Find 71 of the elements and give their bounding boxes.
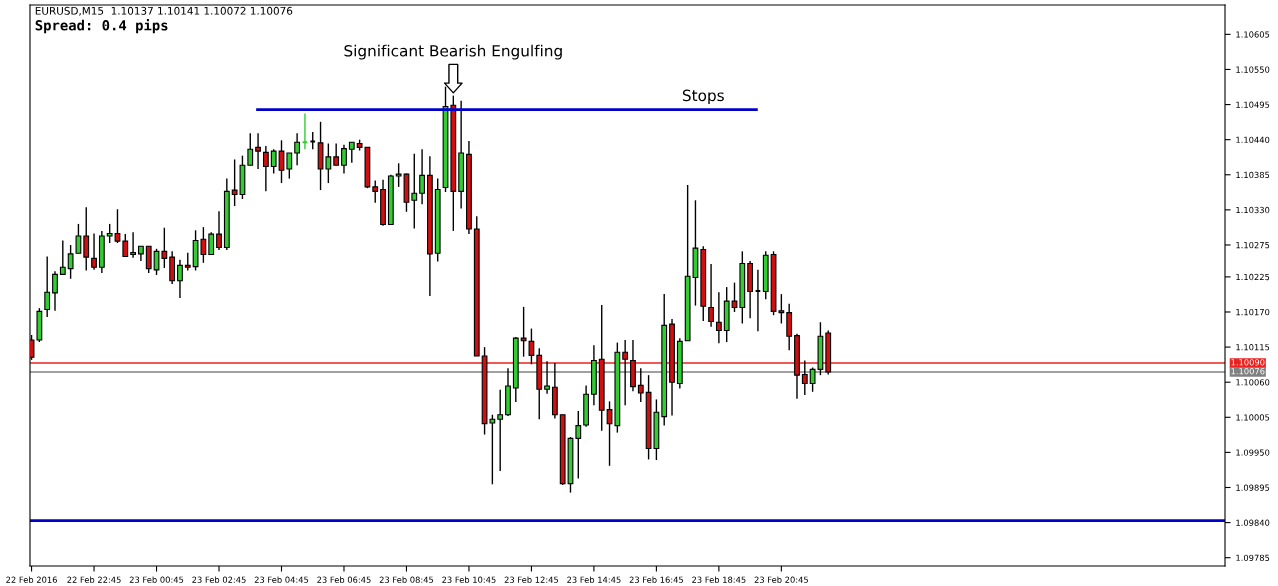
- x-tick-label: 23 Feb 14:45: [567, 576, 621, 583]
- y-tick-label: 1.10005: [1236, 414, 1270, 421]
- x-tick-label: 23 Feb 20:45: [754, 576, 808, 583]
- x-tick-label: 23 Feb 18:45: [692, 576, 746, 583]
- candlestick: [341, 144, 347, 175]
- candlestick: [731, 281, 738, 313]
- ref-line-label: 1.10076: [1231, 368, 1265, 375]
- candlestick: [520, 306, 527, 358]
- x-tick-label: 22 Feb 2016: [6, 576, 57, 583]
- candlestick: [247, 132, 254, 166]
- y-tick-label: 1.09950: [1236, 449, 1270, 456]
- candlestick: [419, 148, 425, 205]
- candlestick: [801, 359, 808, 396]
- candlestick: [177, 258, 183, 299]
- candlestick: [294, 132, 301, 166]
- candlestick: [145, 245, 152, 274]
- candlestick: [637, 367, 644, 403]
- candlestick: [52, 270, 58, 312]
- candlestick: [575, 410, 582, 480]
- candlestick: [255, 132, 261, 170]
- candlestick: [44, 255, 51, 318]
- candlestick: [270, 148, 277, 175]
- y-tick-label: 1.09785: [1236, 554, 1270, 561]
- candlestick: [130, 231, 136, 259]
- x-tick-label: 23 Feb 04:45: [254, 576, 309, 583]
- x-tick-label: 23 Feb 08:45: [379, 576, 434, 583]
- x-tick-label: 23 Feb 10:45: [442, 576, 496, 583]
- y-tick-label: 1.09895: [1236, 484, 1270, 491]
- candlestick: [333, 142, 340, 166]
- candlestick: [348, 141, 355, 164]
- y-tick-label: 1.10170: [1236, 308, 1270, 316]
- candlestick: [216, 210, 222, 251]
- y-tick-label: 1.10440: [1236, 136, 1270, 143]
- y-tick-label: 1.10060: [1236, 379, 1270, 386]
- x-tick-label: 23 Feb 12:45: [504, 576, 559, 583]
- candlestick: [83, 206, 90, 272]
- candlestick: [708, 263, 714, 328]
- candlestick: [715, 291, 722, 344]
- text: Spread: 0.4 pips: [35, 19, 168, 34]
- candlestick: [208, 231, 215, 256]
- y-tick-label: 1.10275: [1236, 241, 1270, 249]
- candlestick: [169, 250, 176, 285]
- y-tick-label: 1.10115: [1236, 344, 1270, 351]
- candlestick: [59, 239, 66, 276]
- candlestick: [497, 389, 504, 472]
- candlestick: [544, 360, 550, 395]
- x-tick-label: 22 Feb 22:45: [67, 576, 121, 583]
- annotation: Significant Bearish Engulfing: [344, 44, 562, 60]
- annotation: Stops: [682, 89, 724, 105]
- x-tick-label: 23 Feb 06:45: [317, 576, 371, 583]
- chart-title: EURUSD,M15 1.10137 1.10141 1.10072 1.10076: [35, 6, 293, 16]
- y-tick-label: 1.10385: [1236, 171, 1270, 179]
- y-tick-label: 1.09840: [1236, 519, 1270, 526]
- ref-line-label: 1.10090: [1231, 359, 1265, 366]
- x-tick-label: 23 Feb 16:45: [629, 576, 684, 583]
- y-tick-label: 1.10550: [1236, 66, 1270, 73]
- candlestick: [411, 153, 418, 230]
- x-tick-label: 23 Feb 00:45: [129, 576, 184, 583]
- x-tick-label: 23 Feb 02:45: [192, 576, 246, 583]
- candlestick: [622, 339, 629, 406]
- y-tick-label: 1.10605: [1236, 31, 1270, 38]
- y-tick-label: 1.10495: [1236, 101, 1270, 108]
- candlestick: [122, 233, 129, 258]
- candlestick: [262, 145, 269, 193]
- candlestick: [286, 152, 293, 180]
- candlestick: [372, 179, 379, 204]
- candlestick: [528, 327, 535, 366]
- y-tick-label: 1.10225: [1236, 273, 1270, 281]
- candlestick: [786, 302, 793, 351]
- y-tick-label: 1.10330: [1236, 206, 1270, 214]
- candlestick: [91, 232, 97, 271]
